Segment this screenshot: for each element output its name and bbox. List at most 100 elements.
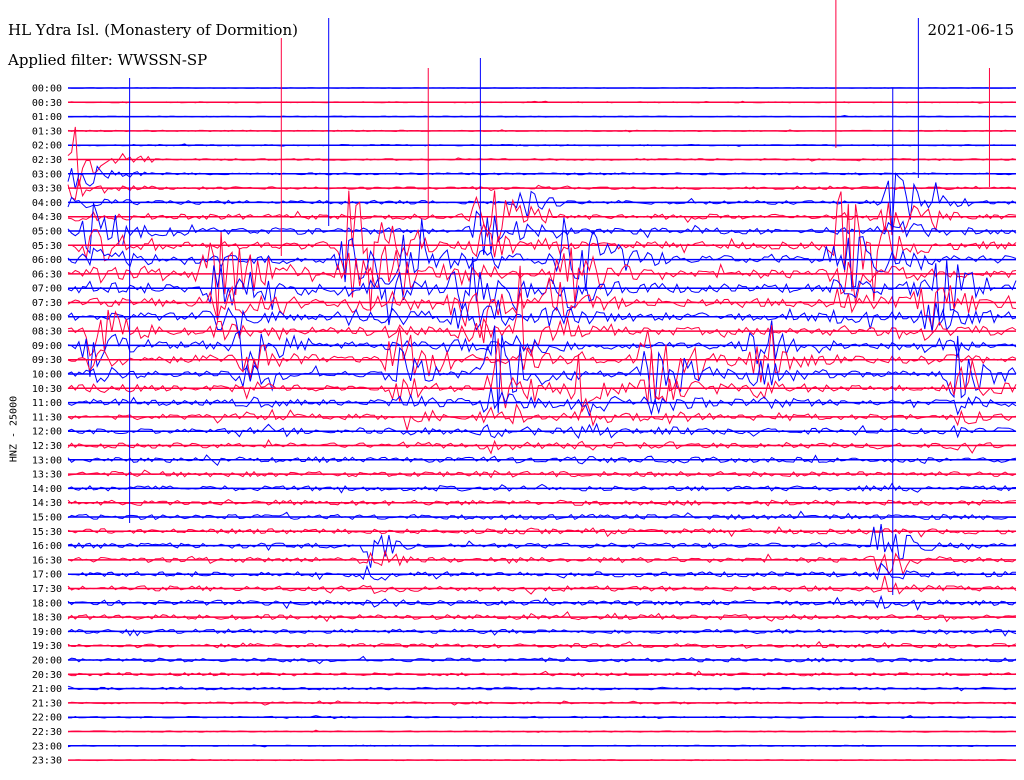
seismic-trace bbox=[67, 231, 1017, 319]
row-time-label: 17:30 bbox=[32, 584, 62, 595]
seismic-trace bbox=[67, 611, 1017, 623]
row-time-label: 19:30 bbox=[32, 641, 62, 652]
seismic-trace bbox=[67, 549, 1017, 576]
row-time-label: 21:00 bbox=[32, 684, 62, 695]
filter-label: Applied filter: WWSSN-SP bbox=[8, 51, 208, 69]
seismic-trace bbox=[67, 640, 1017, 649]
row-time-label: 12:00 bbox=[32, 427, 62, 438]
seismic-trace bbox=[67, 685, 1017, 692]
seismic-trace bbox=[67, 575, 1017, 595]
seismic-trace bbox=[67, 469, 1017, 479]
row-time-label: 07:00 bbox=[32, 284, 62, 295]
row-time-label: 05:30 bbox=[32, 241, 62, 252]
seismic-trace bbox=[67, 257, 1017, 327]
seismic-trace bbox=[67, 526, 1017, 538]
seismic-trace bbox=[67, 438, 1017, 455]
seismic-trace bbox=[67, 397, 1017, 433]
row-time-label: 11:30 bbox=[32, 412, 62, 423]
row-time-label: 04:00 bbox=[32, 198, 62, 209]
row-time-label: 01:30 bbox=[32, 126, 62, 137]
row-time-label: 07:30 bbox=[32, 298, 62, 309]
seismic-trace bbox=[67, 172, 1017, 231]
seismic-trace bbox=[67, 100, 1017, 104]
seismic-trace bbox=[67, 129, 1017, 133]
row-time-label: 22:00 bbox=[32, 713, 62, 724]
seismic-trace bbox=[67, 320, 1017, 377]
row-time-label: 00:30 bbox=[32, 98, 62, 109]
row-time-label: 14:00 bbox=[32, 484, 62, 495]
row-time-label: 10:00 bbox=[32, 370, 62, 381]
row-time-label: 08:00 bbox=[32, 312, 62, 323]
row-time-label: 20:00 bbox=[32, 656, 62, 667]
seismic-trace bbox=[67, 524, 1017, 568]
row-time-label: 21:30 bbox=[32, 698, 62, 709]
row-time-label: 05:00 bbox=[32, 227, 62, 238]
seismic-trace bbox=[67, 325, 1017, 401]
row-time-label: 18:30 bbox=[32, 613, 62, 624]
station-title: HL Ydra Isl. (Monastery of Dormition) bbox=[8, 21, 298, 39]
seismic-trace bbox=[67, 126, 1017, 187]
row-time-label: 14:30 bbox=[32, 498, 62, 509]
seismic-trace bbox=[67, 217, 1017, 292]
row-time-label: 15:30 bbox=[32, 527, 62, 538]
row-time-label: 23:00 bbox=[32, 741, 62, 752]
seismic-trace bbox=[67, 190, 1017, 243]
seismic-trace bbox=[67, 594, 1017, 611]
seismic-trace bbox=[67, 562, 1017, 581]
seismic-trace bbox=[67, 203, 1017, 255]
row-time-label: 06:00 bbox=[32, 255, 62, 266]
row-time-label: 18:00 bbox=[32, 598, 62, 609]
row-time-label: 03:30 bbox=[32, 184, 62, 195]
row-time-label: 03:00 bbox=[32, 169, 62, 180]
seismic-trace bbox=[68, 715, 1017, 720]
row-time-label: 19:00 bbox=[32, 627, 62, 638]
row-time-label: 20:30 bbox=[32, 670, 62, 681]
seismic-trace bbox=[67, 299, 1017, 339]
seismic-trace bbox=[67, 758, 1017, 762]
seismic-trace bbox=[67, 744, 1016, 748]
row-time-label: 01:00 bbox=[32, 112, 62, 123]
seismic-trace bbox=[67, 454, 1017, 467]
row-time-label: 12:30 bbox=[32, 441, 62, 452]
row-time-label: 17:00 bbox=[32, 570, 62, 581]
row-time-label: 16:30 bbox=[32, 555, 62, 566]
row-time-label: 04:30 bbox=[32, 212, 62, 223]
row-time-label: 10:30 bbox=[32, 384, 62, 395]
seismic-trace bbox=[67, 655, 1017, 665]
seismic-trace bbox=[67, 325, 1017, 413]
row-time-label: 16:00 bbox=[32, 541, 62, 552]
row-time-label: 11:00 bbox=[32, 398, 62, 409]
seismic-trace bbox=[68, 190, 1017, 312]
row-time-label: 13:00 bbox=[32, 455, 62, 466]
seismic-trace bbox=[67, 387, 1017, 417]
seismic-trace bbox=[67, 86, 1017, 90]
seismic-trace bbox=[67, 422, 1017, 440]
seismic-trace bbox=[67, 628, 1017, 637]
row-time-label: 09:00 bbox=[32, 341, 62, 352]
row-time-label: 02:00 bbox=[32, 141, 62, 152]
seismic-trace bbox=[67, 729, 1017, 733]
seismic-trace bbox=[67, 338, 1017, 414]
row-time-label: 06:30 bbox=[32, 269, 62, 280]
seismic-trace bbox=[67, 482, 1017, 494]
row-time-label: 00:00 bbox=[32, 84, 62, 95]
row-time-label: 23:30 bbox=[32, 756, 62, 767]
seismic-trace bbox=[68, 114, 1017, 118]
row-time-label: 15:00 bbox=[32, 513, 62, 524]
date-label: 2021-06-15 bbox=[927, 21, 1014, 39]
seismic-trace bbox=[67, 265, 1017, 358]
row-time-label: 13:30 bbox=[32, 470, 62, 481]
row-time-label: 02:30 bbox=[32, 155, 62, 166]
seismic-trace bbox=[67, 165, 1017, 190]
seismic-trace bbox=[67, 179, 1017, 201]
seismic-trace bbox=[67, 143, 1017, 147]
row-time-label: 09:30 bbox=[32, 355, 62, 366]
seismic-trace bbox=[67, 277, 1017, 344]
seismic-trace bbox=[67, 700, 1017, 706]
row-time-label: 22:30 bbox=[32, 727, 62, 738]
row-time-label: 08:30 bbox=[32, 327, 62, 338]
seismic-trace bbox=[67, 670, 1017, 678]
seismic-trace bbox=[67, 499, 1017, 507]
seismic-trace bbox=[67, 510, 1017, 521]
